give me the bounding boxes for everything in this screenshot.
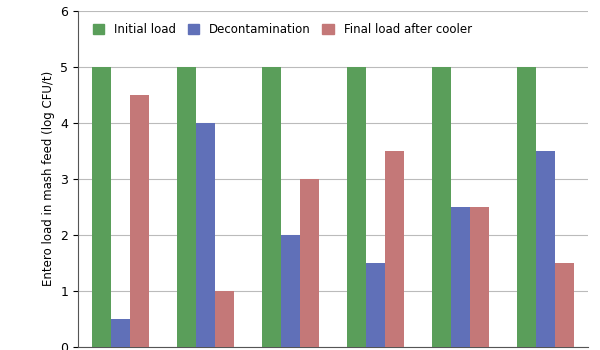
Bar (385, 150, 404, 346)
Bar (130, 94, 149, 346)
Legend: Initial load, Decontamination, Final load after cooler: Initial load, Decontamination, Final loa… (89, 20, 475, 40)
Bar (196, 122, 215, 346)
Bar (555, 262, 574, 346)
Bar (470, 206, 488, 346)
Bar (92, 66, 111, 346)
Bar (262, 66, 281, 346)
Y-axis label: Entero load in mash feed (log CFU/t): Entero load in mash feed (log CFU/t) (42, 71, 55, 286)
Bar (111, 318, 130, 346)
Bar (300, 178, 319, 346)
Bar (517, 66, 536, 346)
Bar (366, 262, 385, 346)
Bar (347, 66, 366, 346)
Bar (178, 66, 196, 346)
Bar (536, 150, 555, 346)
Bar (433, 66, 451, 346)
Bar (215, 290, 233, 346)
Bar (281, 234, 300, 346)
Bar (451, 206, 470, 346)
